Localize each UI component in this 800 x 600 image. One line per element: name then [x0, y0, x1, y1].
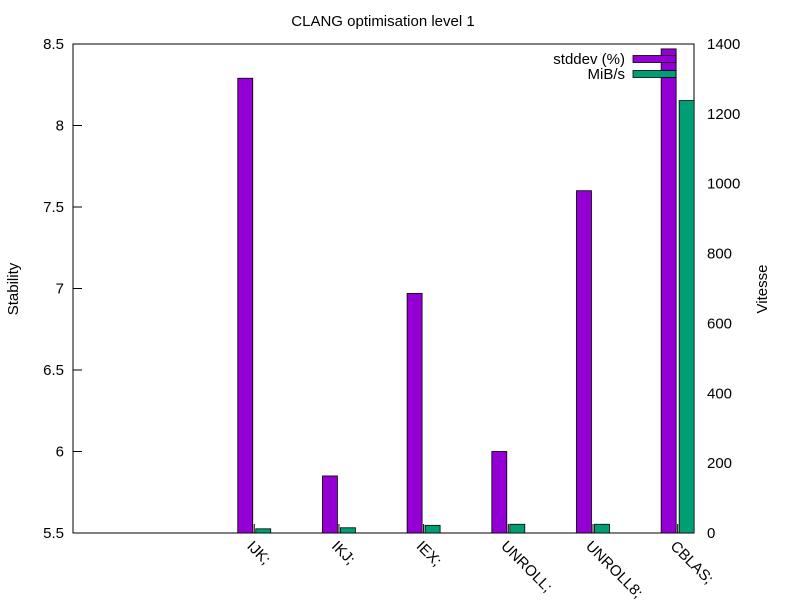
- y2-tick-label: 400: [707, 385, 732, 402]
- bar-stddev: [237, 77, 254, 534]
- y-tick-label: 6.5: [43, 362, 64, 379]
- y-axis-label: Stability: [5, 262, 22, 315]
- y-tick-label: 5.5: [43, 525, 64, 542]
- y2-axis-label: Vitesse: [754, 265, 771, 314]
- y-tick-label: 8: [56, 118, 64, 135]
- y-axis: 5.5 6 6.5 7 7.5 8 8.5: [43, 36, 694, 542]
- legend-swatch: [632, 55, 677, 63]
- y2-tick-label: 800: [707, 246, 732, 263]
- x-axis: IJK; IKJ; IEX; UNROLL; UNROLL8; CBLAS;: [243, 524, 717, 600]
- bar-mibs: [594, 523, 610, 534]
- x-tick-label: UNROLL;: [497, 538, 555, 596]
- bar-mibs: [340, 527, 356, 534]
- bar-stddev: [576, 190, 592, 534]
- bar-stddev: [660, 48, 677, 534]
- x-tick-label: IKJ;: [328, 538, 358, 568]
- legend-label: MiB/s: [588, 66, 626, 83]
- y2-tick-label: 1000: [707, 176, 740, 193]
- legend: stddev (%)MiB/s: [553, 51, 677, 83]
- y-tick-label: 7.5: [43, 199, 64, 216]
- bar-stddev: [322, 475, 338, 534]
- y-tick-label: 6: [56, 444, 64, 461]
- y2-tick-label: 200: [707, 455, 732, 472]
- x-tick-label: CBLAS;: [667, 538, 717, 588]
- legend-label: stddev (%): [553, 51, 625, 68]
- x-tick-label: IJK;: [243, 538, 273, 568]
- bar-mibs: [255, 528, 272, 534]
- y-tick-label: 8.5: [43, 36, 64, 53]
- plot-area: [72, 43, 695, 534]
- x-tick-label: IEX;: [413, 538, 445, 570]
- y2-tick-label: 600: [707, 315, 732, 332]
- y2-tick-label: 0: [707, 525, 715, 542]
- legend-swatch: [632, 70, 677, 78]
- y2-tick-label: 1400: [707, 36, 740, 53]
- chart-title: CLANG optimisation level 1: [291, 13, 474, 30]
- x-tick-label: UNROLL8;: [582, 538, 646, 600]
- y2-tick-label: 1200: [707, 106, 740, 123]
- bar-stddev: [406, 292, 423, 534]
- bar-mibs: [509, 523, 526, 534]
- bar-mibs: [424, 524, 441, 534]
- y2-axis: 0 200 400 600 800 1000 1200 1400: [685, 36, 740, 542]
- y-tick-label: 7: [56, 281, 64, 298]
- bar-stddev: [491, 451, 508, 534]
- bar-mibs: [678, 100, 695, 534]
- bars: [237, 48, 695, 534]
